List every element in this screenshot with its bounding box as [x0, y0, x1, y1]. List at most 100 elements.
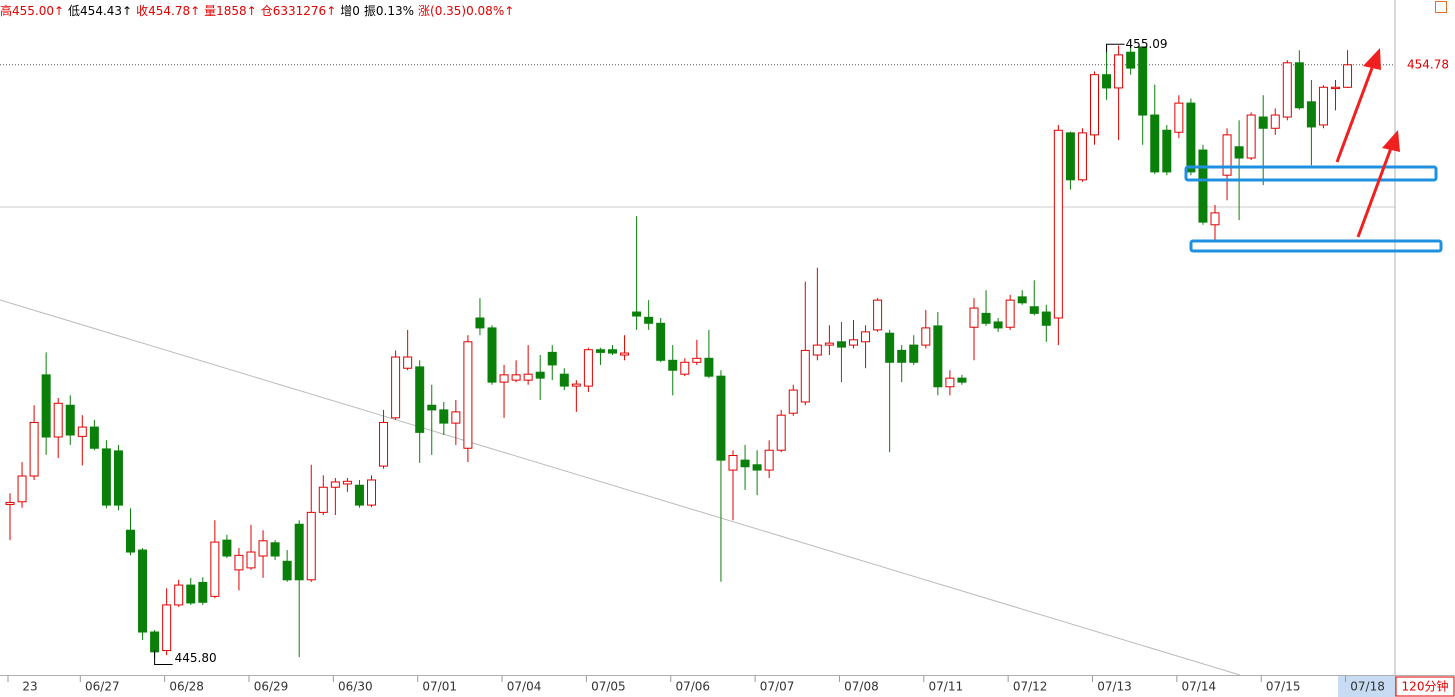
arrow: [1335, 67, 1374, 163]
candle-body: [1270, 114, 1280, 129]
candle-body: [523, 373, 533, 381]
candle-body: [234, 554, 244, 571]
candle-body: [583, 349, 593, 387]
candle-body: [836, 341, 846, 348]
highlight-box: [1184, 165, 1438, 182]
x-tick-label: 07/12: [1013, 680, 1048, 694]
candle-body: [1222, 134, 1232, 176]
candle-body: [258, 540, 268, 557]
candle-body: [1053, 129, 1063, 319]
candle-body: [77, 426, 87, 437]
candle-body: [1102, 74, 1112, 89]
candle-body: [1126, 51, 1136, 69]
candle-body: [1318, 86, 1328, 126]
x-tick-label: 07/08: [844, 680, 879, 694]
candle-body: [716, 375, 726, 461]
candle-body: [1331, 86, 1340, 90]
x-tick-label: 07/13: [1097, 680, 1132, 694]
x-tick-label: 07/14: [1182, 680, 1217, 694]
candle-body: [475, 317, 485, 329]
candle-body: [921, 327, 931, 346]
annotations: [1184, 48, 1443, 253]
candle-body: [644, 316, 654, 324]
candle-body: [993, 321, 1003, 329]
x-tick-label: 06/28: [169, 680, 204, 694]
low-marker-label: 445.80: [175, 651, 217, 665]
high-marker-label: 455.09: [1126, 37, 1168, 51]
x-tick-label: 07/07: [760, 680, 795, 694]
candle-body: [969, 307, 979, 328]
period-label: 120分钟: [1402, 679, 1449, 694]
candle-body: [1210, 212, 1220, 226]
header-item: 高455.00↑: [0, 4, 65, 18]
candle-body: [427, 404, 437, 411]
header-item: 仓6331276↑: [260, 4, 337, 18]
x-tick-label: 06/29: [254, 680, 289, 694]
arrow-head: [1363, 48, 1381, 70]
candle-body: [668, 359, 678, 371]
candle-body: [29, 421, 39, 477]
candle-body: [403, 356, 413, 369]
candle-body: [1150, 114, 1160, 173]
candle-body: [1005, 299, 1015, 328]
x-tick-label: 06/30: [338, 680, 373, 694]
candle-body: [210, 541, 220, 597]
candle-body: [885, 332, 895, 363]
candle-body: [17, 475, 27, 503]
candle-body: [776, 414, 786, 451]
candle-body: [824, 342, 834, 346]
window-icon[interactable]: [1435, 1, 1447, 13]
candle-body: [391, 356, 401, 419]
header-item: 收454.78↑: [136, 4, 201, 18]
candle-body: [162, 604, 172, 652]
candle-body: [1138, 46, 1148, 116]
candle-body: [1294, 62, 1304, 109]
candle-body: [632, 311, 642, 317]
candle-body: [1174, 102, 1184, 133]
header-item: 低454.43↑: [68, 4, 133, 18]
candle-body: [752, 464, 762, 471]
candle-body: [680, 361, 690, 375]
candle-body: [764, 449, 774, 471]
candle-body: [222, 539, 232, 557]
candle-body: [945, 377, 955, 388]
highlight-box: [1189, 239, 1443, 253]
candle-body: [1186, 102, 1196, 173]
candle-body: [788, 389, 798, 414]
x-tick-label: 07/06: [675, 680, 710, 694]
candle-body: [126, 529, 135, 553]
candle-body: [1017, 296, 1027, 304]
candle-body: [861, 331, 871, 343]
candle-body: [5, 501, 15, 505]
candle-body: [89, 426, 99, 449]
candle-body: [873, 299, 883, 331]
candle-body: [812, 344, 822, 356]
candle-body: [1162, 129, 1172, 173]
header: 高455.00↑ 低454.43↑ 收454.78↑ 量1858↑ 仓6331276↑ 增…: [0, 2, 514, 19]
candle-body: [379, 421, 389, 467]
candle-body: [728, 455, 738, 471]
candle-body: [1029, 306, 1039, 314]
candle-body: [53, 402, 63, 438]
candle-body: [354, 484, 364, 506]
candle-body: [692, 357, 702, 363]
candle-body: [957, 377, 967, 383]
candle-body: [439, 409, 449, 424]
candle-body: [65, 404, 75, 436]
candle-body: [1198, 149, 1208, 223]
candle-body: [487, 327, 497, 383]
high-marker-line: [1106, 43, 1125, 53]
arrow-head: [1382, 130, 1400, 152]
trend-line: [0, 299, 1241, 676]
candle-body: [1090, 74, 1099, 136]
x-tick-label: 23: [22, 680, 37, 694]
candle-body: [294, 523, 304, 581]
candle-body: [1114, 54, 1124, 89]
candle-body: [138, 549, 148, 633]
candle-body: [367, 479, 376, 506]
candle-body: [1246, 114, 1256, 159]
x-tick-label: 06/27: [85, 680, 120, 694]
candle-body: [897, 349, 907, 363]
